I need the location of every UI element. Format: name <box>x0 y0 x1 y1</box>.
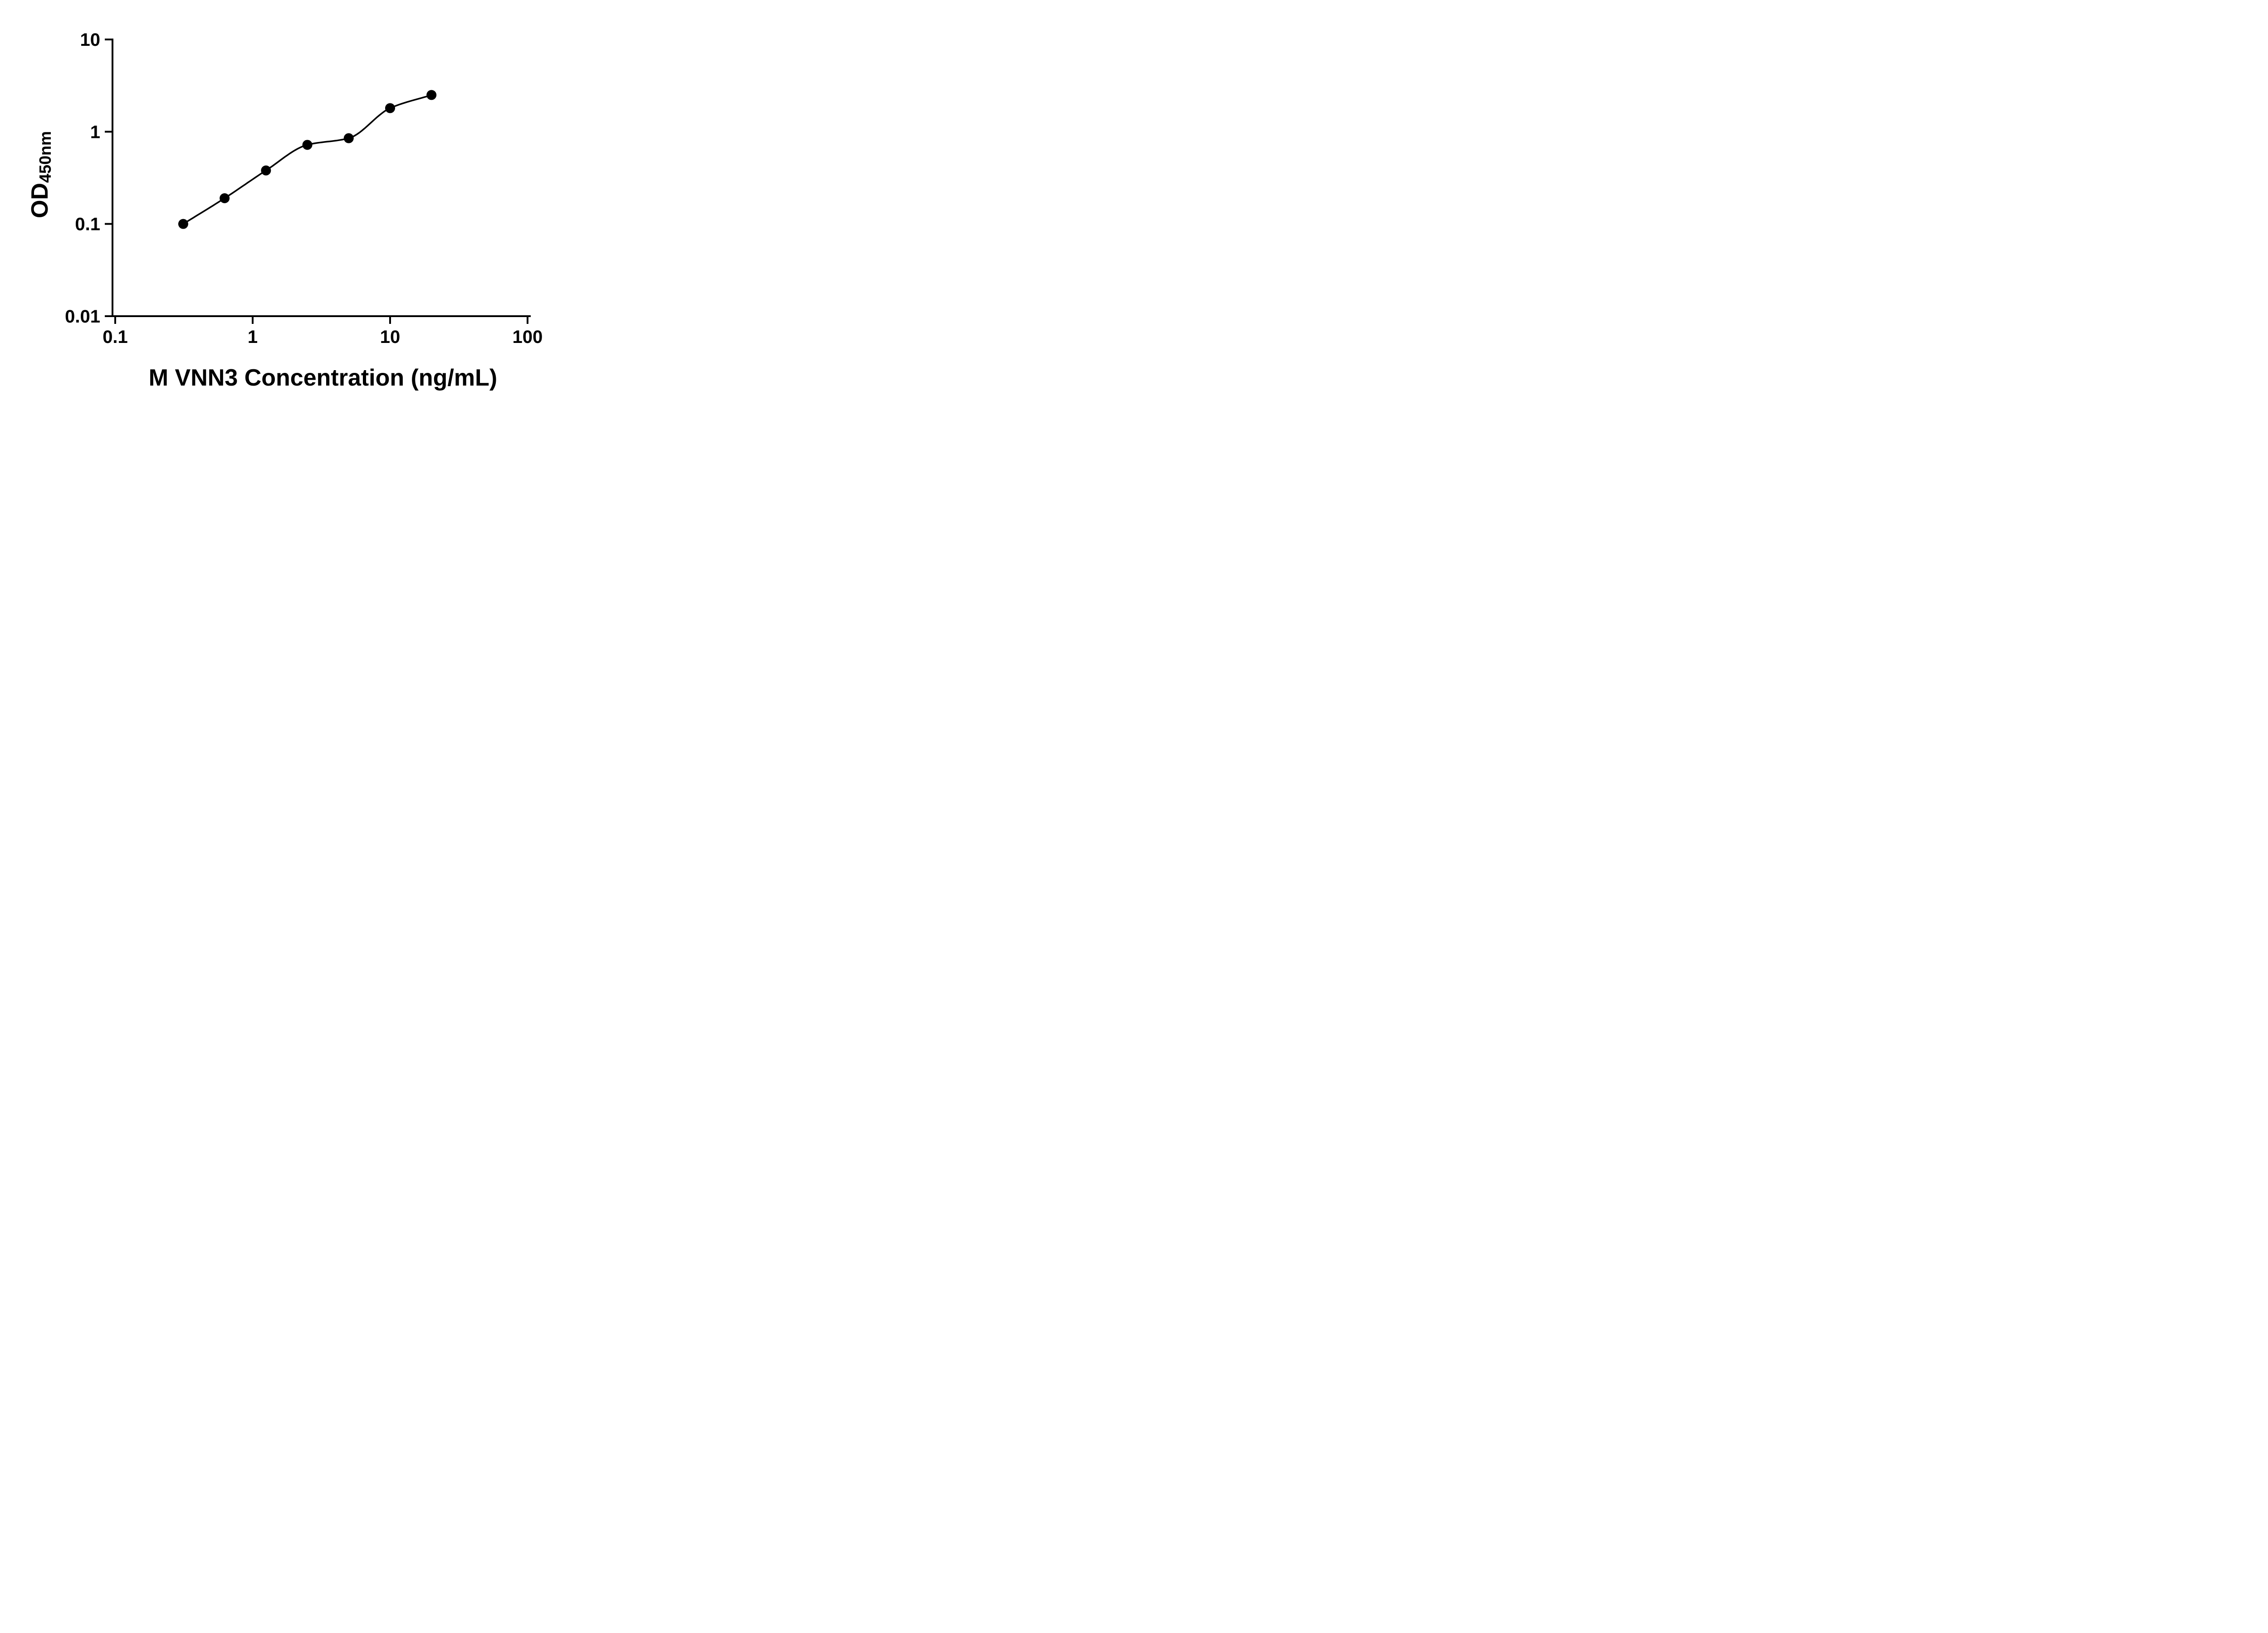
y-axis-title-text: OD <box>27 183 53 219</box>
data-point <box>385 103 395 113</box>
data-point <box>426 90 437 100</box>
x-tick-label: 0.1 <box>103 327 128 347</box>
y-tick-label: 10 <box>80 30 101 50</box>
y-axis-title-subscript: 450nm <box>36 131 54 183</box>
x-axis-title: M VNN3 Concentration (ng/mL) <box>148 365 498 391</box>
data-point <box>178 219 188 229</box>
fit-curve <box>182 94 432 225</box>
data-point <box>261 165 271 176</box>
x-tick-label: 1 <box>248 327 258 347</box>
data-point <box>302 140 313 150</box>
y-tick-label: 1 <box>90 122 100 142</box>
x-tick-label: 10 <box>380 327 401 347</box>
x-tick-label: 100 <box>513 327 543 347</box>
data-point <box>343 133 354 143</box>
y-axis-title: OD450nm <box>26 131 54 218</box>
y-tick-label: 0.01 <box>65 307 100 327</box>
data-point <box>220 193 230 203</box>
y-tick-label: 0.1 <box>75 215 100 235</box>
elisa-standard-curve-figure: 0.1 1 10 100 0.01 0.1 1 10 OD450nm M VNN3 Conce… <box>0 0 583 408</box>
